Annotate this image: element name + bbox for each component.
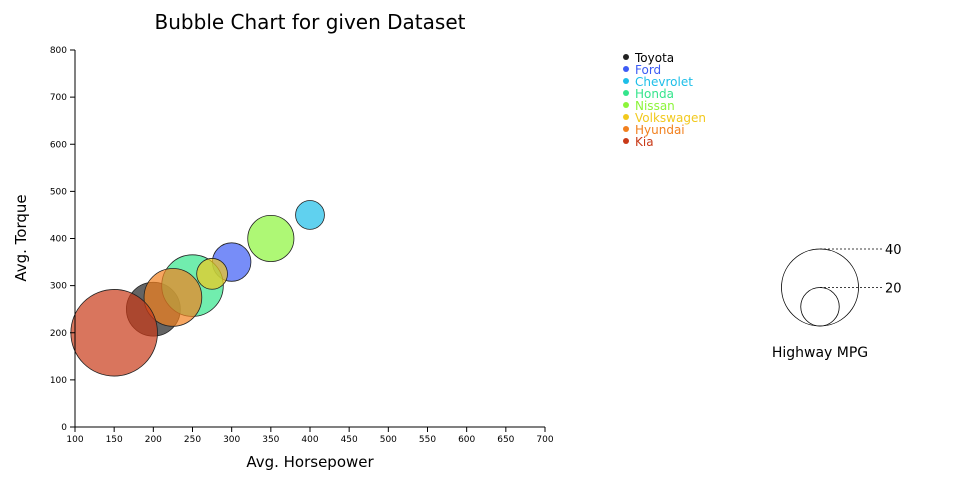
legend-label: Nissan [635,99,675,113]
x-tick-label: 300 [223,435,240,445]
bubble-nissan [247,214,295,262]
legend-label: Ford [635,63,661,77]
x-tick-label: 150 [106,435,123,445]
x-axis: 100 150 200 250 300 350 400 450 500 550 600 650 700 [66,426,554,445]
x-tick-label: 650 [497,435,514,445]
x-tick-label: 600 [458,435,475,445]
x-tick-label: 200 [145,435,162,445]
bubble-volkswagen [196,258,228,290]
y-axis-title: Avg. Torque [12,194,30,281]
size-legend-value: 20 [885,282,902,297]
legend-label: Kia [635,135,654,149]
x-tick-label: 500 [380,435,397,445]
bubble-chevrolet [295,200,325,230]
x-tick-label: 400 [301,435,318,445]
x-tick-label: 700 [536,435,553,445]
size-legend-title: Highway MPG [772,345,868,361]
x-tick-label: 350 [262,435,279,445]
legend-swatch [623,102,629,108]
plot-area [70,200,325,377]
y-tick-label: 700 [50,93,67,103]
legend-label: Toyota [634,51,674,65]
legend-swatch [623,54,629,60]
bubble-kia [70,289,158,377]
y-tick-label: 300 [50,282,67,292]
y-tick-label: 400 [50,235,67,245]
y-axis: 0 100 200 300 400 500 600 700 800 [50,46,76,433]
y-tick-label: 500 [50,187,67,197]
legend-label: Honda [635,87,674,101]
legend-label: Volkswagen [635,111,706,125]
legend-swatch [623,78,629,84]
x-tick-label: 250 [184,435,201,445]
y-tick-label: 200 [50,329,67,339]
x-tick-label: 450 [341,435,358,445]
y-tick-label: 100 [50,376,67,386]
chart-title: Bubble Chart for given Dataset [155,10,466,34]
size-legend-value: 40 [885,243,902,258]
legend: ToyotaFordChevroletHondaNissanVolkswagen… [623,51,706,149]
x-tick-label: 100 [66,435,83,445]
legend-swatch [623,90,629,96]
x-axis-title: Avg. Horsepower [246,453,374,471]
legend-swatch [623,114,629,120]
legend-label: Chevrolet [635,75,693,89]
y-tick-label: 600 [50,140,67,150]
size-legend-circle [800,287,840,327]
y-tick-label: 800 [50,46,67,56]
legend-swatch [623,126,629,132]
size-legend: 40 20 Highway MPG [772,243,902,361]
legend-swatch [623,66,629,72]
bubble-hyundai [143,268,203,327]
legend-label: Hyundai [635,123,685,137]
y-tick-label: 0 [61,423,67,433]
legend-swatch [623,138,629,144]
x-tick-label: 550 [419,435,436,445]
